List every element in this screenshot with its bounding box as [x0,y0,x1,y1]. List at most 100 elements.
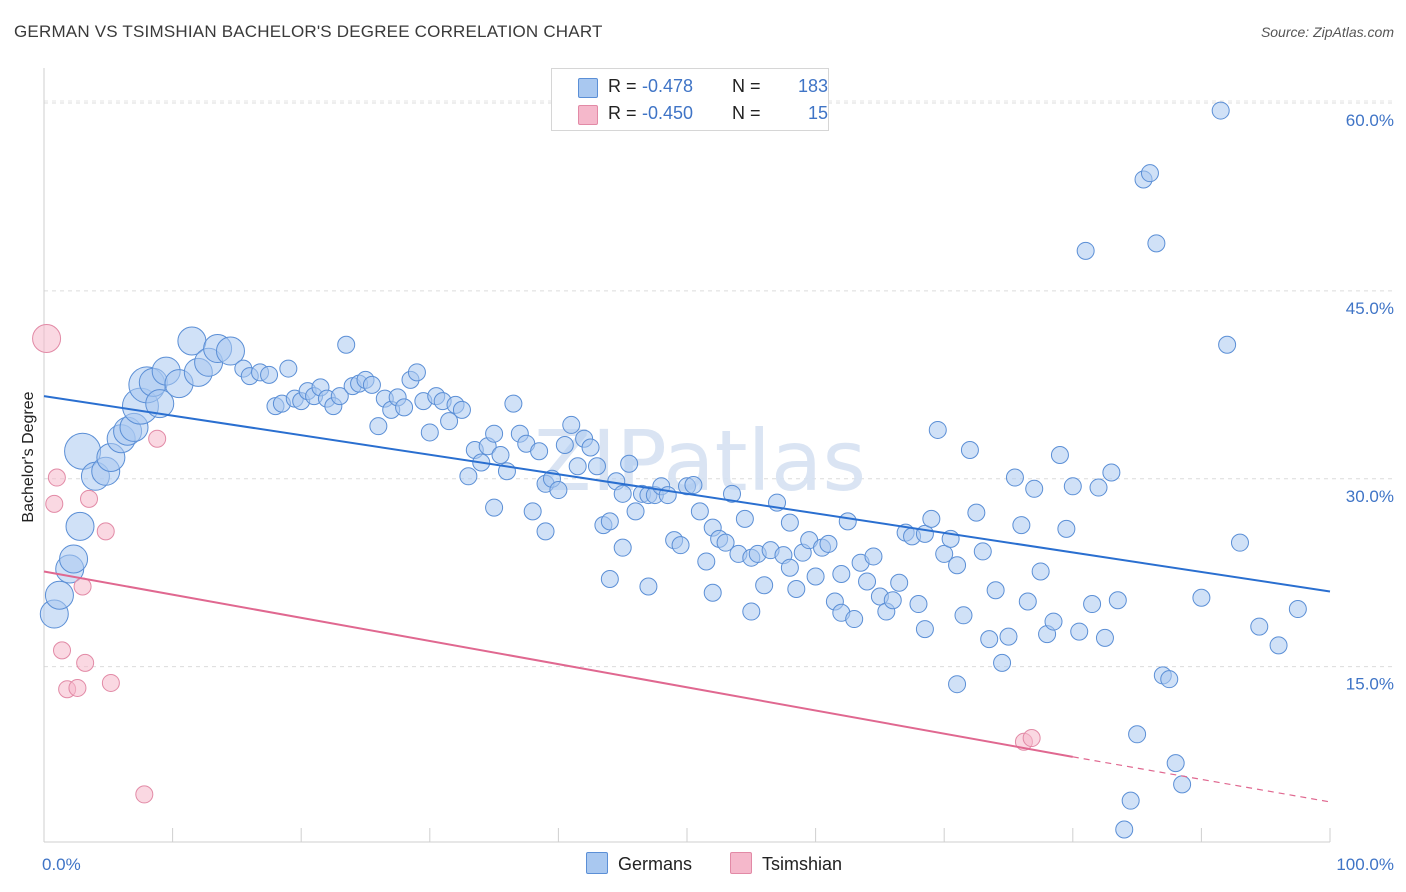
tsimshian-point [53,641,72,660]
germans-point [485,498,504,517]
germans-point [973,542,992,561]
germans-point [703,583,722,602]
trend-lines [43,395,1331,803]
germans-point [1121,791,1140,810]
germans-point [562,415,581,434]
tsimshian-trend-line [43,570,1073,758]
germans-point [279,359,298,378]
germans-point [948,675,967,694]
germans-point [864,547,883,566]
germans-point [755,576,774,595]
germans-point [369,417,388,436]
tsimshian-point [1022,729,1041,748]
legend-swatch-tsimshian [578,105,598,125]
germans-point [395,398,414,417]
germans-point [1089,478,1108,497]
germans-point [1070,622,1089,641]
germans-point [806,567,825,586]
germans-point [1057,519,1076,538]
germans-point [780,513,799,532]
germans-point [915,620,934,639]
tsimshian-point [101,673,120,692]
germans-point [1166,754,1185,773]
y-tick-label: 15.0% [1346,675,1394,694]
tsimshian-trend-extension [1072,756,1331,803]
correlation-legend: R = -0.478 N = 183 R = -0.450 N = 15 [551,68,829,131]
germans-point [1128,725,1147,744]
germans-point [600,512,619,531]
germans-point [485,424,504,443]
y-tick-label: 45.0% [1346,299,1394,318]
germans-point [504,394,523,413]
germans-point [723,484,742,503]
germans-point [716,533,735,552]
germans-point [832,564,851,583]
bottom-legend-swatch-germans [586,852,608,874]
germans-point [1083,595,1102,614]
germans-point [613,484,632,503]
germans-point [420,423,439,442]
legend-n-label: N = [732,76,761,96]
germans-point [536,522,555,541]
tsimshian-point [80,489,99,508]
germans-point [954,606,973,625]
tsimshian-point [76,653,95,672]
germans-point [1012,516,1031,535]
germans-point [1147,234,1166,253]
germans-point [639,577,658,596]
axes [43,68,1331,843]
y-tick-label: 60.0% [1346,111,1394,130]
legend-r-label: R = [608,76,637,96]
germans-point [697,552,716,571]
germans-point [549,481,568,500]
germans-point [1025,479,1044,498]
chart-source: Source: ZipAtlas.com [1260,24,1394,40]
germans-point [44,580,74,610]
germans-point [838,512,857,531]
germans-point [1076,241,1095,260]
germans-point [337,335,356,354]
germans-point [928,420,947,439]
germans-point [1115,820,1134,839]
germans-point [587,457,606,476]
germans-point [459,467,478,486]
germans-point [1218,335,1237,354]
germans-point [1192,588,1211,607]
germans-point [1044,612,1063,631]
germans-point [1250,617,1269,636]
germans-point [600,569,619,588]
legend-n-label: N = [732,103,761,123]
legend-r-value: -0.478 [642,76,694,96]
legend-n-value: 183 [797,76,828,96]
germans-point [530,442,549,461]
germans-point [1050,445,1069,464]
germans-point [948,556,967,575]
germans-point [568,457,587,476]
germans-point [1095,628,1114,647]
chart-title: GERMAN VS TSIMSHIAN BACHELOR'S DEGREE CO… [14,22,603,41]
y-tick-labels: 15.0% 30.0% 45.0% 60.0% [1346,111,1394,694]
germans-point [1005,468,1024,487]
germans-trend-line [43,395,1331,593]
germans-point [999,627,1018,646]
tsimshian-point [96,522,115,541]
germans-point [1230,533,1249,552]
germans-point [742,602,761,621]
germans-point [491,445,510,464]
x-tick-label-min: 0.0% [42,855,81,874]
germans-point [440,412,459,431]
germans-point [967,503,986,522]
germans-point [330,387,349,406]
legend-n-value: 15 [807,103,828,123]
bottom-legend-germans: Germans [586,852,692,875]
germans-point [215,336,245,366]
tsimshian-point [135,785,154,804]
bottom-legend-label-tsimshian: Tsimshian [762,854,843,874]
germans-point [935,544,954,563]
germans-point [1140,164,1159,183]
germans-points [39,101,1307,839]
germans-point [523,502,542,521]
germans-point [684,476,703,495]
watermark: ZIPatlas [534,412,866,510]
